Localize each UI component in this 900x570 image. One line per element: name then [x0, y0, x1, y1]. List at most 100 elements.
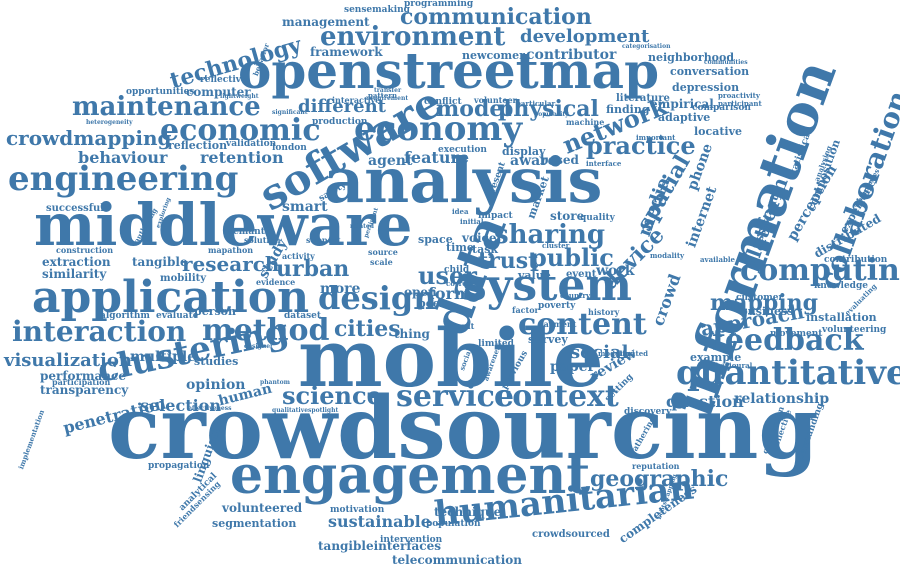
word-space: space: [418, 233, 453, 246]
word-result: result: [448, 321, 475, 331]
word-mapping: mapping: [710, 290, 819, 316]
word-propagation: propagation: [148, 461, 210, 471]
word-successful: successful: [46, 203, 105, 214]
word-retention: retention: [200, 148, 284, 167]
word-physical: physical: [498, 96, 599, 122]
word-framework: framework: [310, 45, 383, 59]
word-user: user: [418, 261, 477, 290]
word-application: application: [32, 272, 310, 323]
word-construction: construction: [56, 245, 114, 255]
word-economy: economy: [354, 109, 523, 149]
word-social: social: [570, 342, 629, 363]
word-communities: communities: [704, 59, 748, 66]
word-opportunities: opportunities: [126, 87, 195, 97]
word-behavioural: behavioural: [706, 361, 753, 370]
word-impact: impact: [478, 211, 513, 221]
word-survey: survey: [528, 333, 568, 346]
word-time: time: [446, 241, 474, 254]
word-requirement: requirement: [366, 95, 409, 102]
word-crowdsourcing: crowdsourcing: [108, 378, 819, 479]
word-sharing: sharing: [494, 220, 606, 250]
word-store: store: [550, 209, 585, 223]
word-lightweight: lightweight: [220, 93, 259, 100]
word-paper: paper: [550, 359, 595, 375]
word-support: support: [306, 235, 341, 245]
word-design: design: [318, 279, 437, 317]
word-qualitative: qualitative: [272, 407, 309, 414]
word-practice: practice: [586, 131, 696, 160]
word-popularity: popularity: [534, 111, 569, 118]
word-intervention: intervention: [380, 535, 443, 545]
word-implementation: implementation: [16, 408, 47, 471]
word-factor: factor: [512, 305, 539, 315]
word-evidence: evidence: [256, 277, 296, 287]
word-volunteered: volunteered: [222, 501, 303, 515]
word-crowdsourced: crowdsourced: [532, 529, 610, 540]
word-selection: selection: [140, 396, 221, 415]
word-correct: correct: [446, 279, 475, 288]
word-programming: programming: [404, 0, 474, 9]
word-urban: urban: [276, 256, 350, 282]
word-reflective: reflective: [200, 75, 247, 85]
word-method: method: [202, 313, 330, 348]
word-geographic: geographic: [590, 466, 729, 492]
word-proactivity: proactivity: [718, 91, 760, 100]
word-computer: computer: [186, 85, 251, 99]
word-studies: studies: [194, 355, 239, 368]
word-newcomer: newcomer: [462, 49, 525, 62]
word-similarity: similarity: [42, 267, 107, 281]
word-poverty: poverty: [538, 301, 576, 311]
word-content: content: [518, 307, 647, 342]
word-child: child: [444, 265, 470, 275]
word-effectiveness: effectiveness: [188, 405, 232, 412]
word-mobility: mobility: [160, 273, 207, 284]
word-quantitative: quantitative: [676, 353, 900, 393]
word-locative: locative: [694, 125, 742, 138]
word-business: business: [740, 305, 794, 318]
word-performance: performance: [40, 369, 126, 383]
word-economic: economic: [160, 113, 321, 148]
word-reflection: reflection: [168, 139, 228, 152]
word-population: population: [426, 519, 481, 529]
word-idea: idea: [452, 207, 469, 216]
word-machine: machine: [566, 117, 605, 127]
word-middleware: middleware: [34, 191, 413, 259]
word-peer: peer: [418, 297, 446, 310]
word-source: source: [368, 247, 398, 257]
word-different: different: [298, 96, 386, 117]
word-service: service: [396, 379, 514, 414]
word-quality: quality: [580, 213, 615, 223]
word-sustainable: sustainable: [328, 512, 431, 531]
word-engagement: engagement: [230, 445, 591, 506]
word-country: country: [560, 291, 591, 300]
word-form: form: [428, 284, 471, 303]
word-maintenance: maintenance: [72, 92, 261, 122]
word-situated: situated: [616, 349, 649, 358]
word-semantic: semantic: [228, 227, 274, 237]
word-internet: internet: [683, 184, 721, 250]
word-model: model: [436, 96, 512, 122]
word-more: more: [320, 281, 361, 297]
word-development: development: [520, 26, 650, 47]
word-history: history: [588, 307, 620, 317]
word-science: science: [282, 381, 382, 410]
word-segmentation: segmentation: [212, 517, 297, 530]
word-aware: aware: [510, 153, 557, 169]
word-reputation: reputation: [632, 461, 680, 471]
word-management: management: [282, 15, 370, 29]
word-crowdmapping: crowdmapping: [6, 126, 172, 150]
word-visualization: visualization: [4, 350, 132, 371]
word-limited: limited: [478, 339, 514, 349]
word-movement: movement: [770, 329, 823, 339]
word-feedback: feedback: [712, 323, 864, 358]
word-system: system: [462, 260, 632, 311]
word-significant: significant: [272, 109, 308, 116]
word-london: london: [272, 143, 307, 153]
word-discovery: discovery: [624, 407, 672, 417]
word-knowledge: knowledge: [814, 281, 868, 291]
word-telecommunication: telecommunication: [392, 553, 522, 567]
word-conversation: conversation: [670, 65, 750, 78]
word-modality: modality: [650, 251, 685, 260]
word-related: related: [350, 223, 374, 230]
word-validation: validation: [226, 139, 277, 149]
